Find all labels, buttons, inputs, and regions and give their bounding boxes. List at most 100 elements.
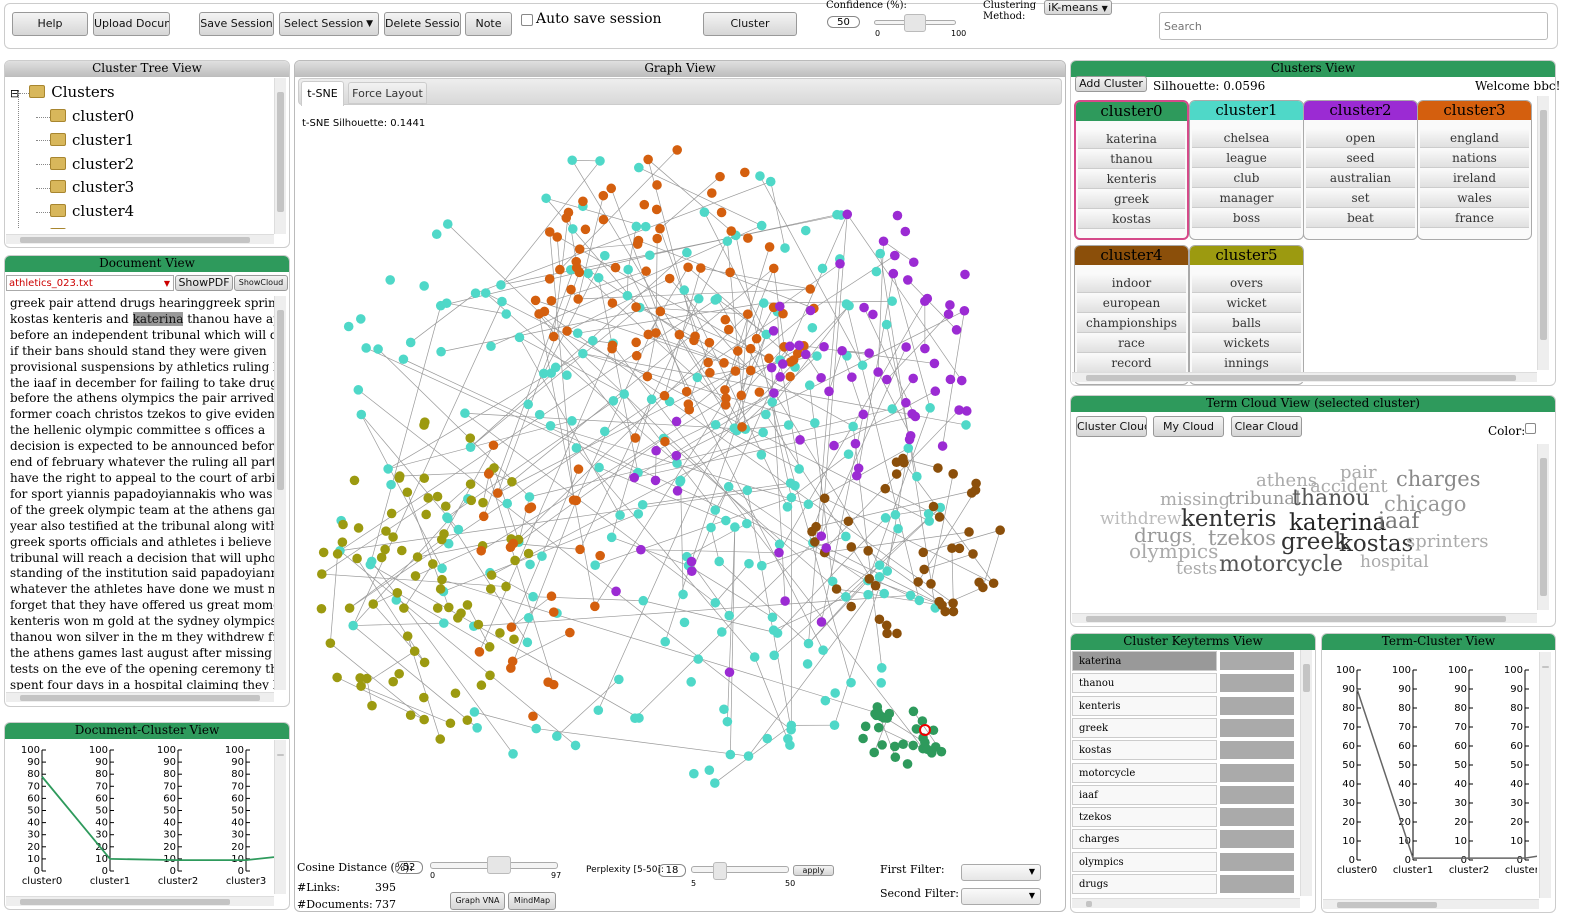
graph-node[interactable] [524,492,535,502]
graph-node[interactable] [567,416,577,426]
graph-node[interactable] [436,346,446,357]
cluster-term[interactable]: chelsea [1192,129,1301,148]
graph-node[interactable] [873,367,883,377]
search-input[interactable] [1159,12,1548,40]
graph-node[interactable] [729,423,740,433]
graph-node[interactable] [891,469,902,479]
graph-node[interactable] [398,354,409,365]
cloud-word[interactable]: drugs [1134,523,1193,547]
cluster-term[interactable]: european [1077,294,1186,313]
graph-node[interactable] [450,688,461,699]
graph-node[interactable] [792,348,803,359]
graph-node[interactable] [421,509,431,520]
keyterm-row[interactable]: charges [1072,829,1298,850]
graph-node[interactable] [567,224,578,234]
cluster-term[interactable]: nations [1420,149,1529,168]
graph-node[interactable] [723,324,734,335]
graph-node[interactable] [686,677,696,687]
graph-node[interactable] [744,558,754,569]
graph-node[interactable] [959,305,970,316]
graph-node[interactable] [843,449,854,459]
graph-node[interactable] [590,560,600,570]
cloud-word[interactable]: katerina [1289,510,1387,536]
graph-node[interactable] [598,214,609,225]
cluster-term[interactable]: set [1306,189,1415,208]
graph-node[interactable] [514,332,525,343]
graph-node[interactable] [874,560,885,570]
graph-node[interactable] [875,248,886,259]
graph-node[interactable] [820,695,831,706]
graph-node[interactable] [732,346,743,356]
tree-vscroll[interactable] [274,78,286,234]
graph-node[interactable] [492,488,503,498]
cosine-distance-value[interactable]: 52 [395,861,423,874]
graph-node[interactable] [675,475,686,486]
graph-node[interactable] [600,250,610,261]
graph-node[interactable] [655,223,665,234]
graph-node[interactable] [391,595,402,605]
graph-node[interactable] [901,397,911,408]
graph-node[interactable] [877,740,887,750]
graph-node[interactable] [501,309,512,319]
graph-node[interactable] [768,625,779,636]
clear-cloud-button[interactable]: Clear Cloud [1231,416,1302,437]
graph-node[interactable] [523,399,533,410]
graph-node[interactable] [705,367,715,378]
graph-node[interactable] [348,620,358,631]
graph-node[interactable] [365,559,376,570]
graph-node[interactable] [835,258,845,269]
graph-node[interactable] [725,267,735,278]
graph-node[interactable] [443,538,454,549]
graph-node[interactable] [683,262,693,273]
graph-node[interactable] [659,390,670,401]
graph-node[interactable] [607,340,618,351]
graph-node[interactable] [386,479,396,490]
graph-node[interactable] [704,765,715,775]
cluster-card-cluster2[interactable]: cluster2 open seed australian set beat [1303,100,1418,240]
graph-node[interactable] [607,298,618,308]
cloud-word[interactable]: accident [1310,476,1388,497]
graph-node[interactable] [869,747,880,758]
graph-node[interactable] [427,559,438,569]
cosine-slider-handle[interactable] [487,856,511,874]
graph-node[interactable] [671,450,682,461]
graph-node[interactable] [419,420,429,430]
graph-node[interactable] [924,516,935,526]
graph-node[interactable] [394,668,404,679]
graph-node[interactable] [546,368,557,378]
graph-node[interactable] [890,250,900,261]
graph-node[interactable] [742,309,753,319]
graph-node[interactable] [462,600,473,610]
graph-node[interactable] [745,365,756,376]
graph-node[interactable] [399,603,409,613]
doc-cluster-hscroll[interactable] [6,896,274,906]
auto-save-checkbox[interactable] [521,14,533,26]
graph-node[interactable] [660,436,670,447]
graph-node[interactable] [506,622,517,632]
graph-node[interactable] [525,559,535,570]
tree-hscroll[interactable] [6,234,274,244]
graph-node[interactable] [469,707,480,717]
graph-node[interactable] [816,372,826,383]
graph-node[interactable] [496,280,506,290]
graph-node[interactable] [332,549,343,559]
cluster-term[interactable]: ireland [1420,169,1529,188]
graph-node[interactable] [548,331,559,342]
graph-node[interactable] [392,588,403,598]
graph-node[interactable] [435,300,446,311]
graph-node[interactable] [917,716,928,726]
cluster-term[interactable]: manager [1192,189,1301,208]
graph-node[interactable] [397,545,407,556]
graph-node[interactable] [679,285,690,295]
graph-node[interactable] [466,495,477,506]
cloud-word[interactable]: pair [1340,462,1377,483]
graph-node[interactable] [878,236,889,247]
graph-node[interactable] [472,723,482,733]
graph-node[interactable] [361,343,371,353]
graph-node[interactable] [453,524,464,535]
graph-node[interactable] [641,266,651,277]
graph-node[interactable] [903,443,914,453]
graph-node[interactable] [910,411,921,422]
graph-node[interactable] [934,512,945,522]
graph-node[interactable] [574,244,585,254]
